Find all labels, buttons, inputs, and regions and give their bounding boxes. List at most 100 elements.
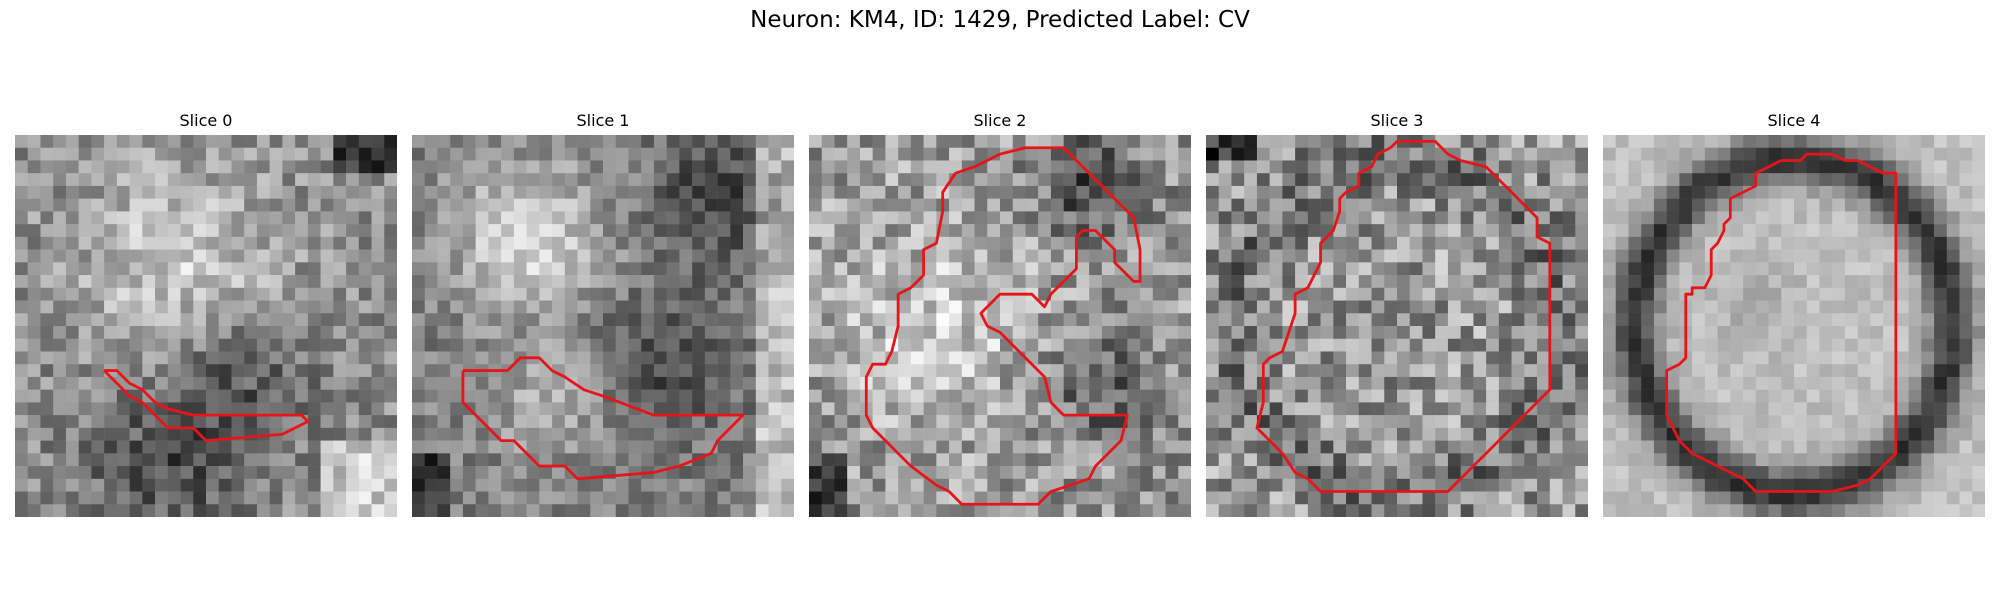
image-pixel	[1857, 185, 1871, 199]
image-pixel	[231, 185, 245, 199]
image-pixel	[244, 147, 258, 161]
image-pixel	[1012, 198, 1026, 212]
image-pixel	[898, 338, 912, 352]
image-pixel	[1409, 351, 1423, 365]
image-pixel	[755, 236, 769, 250]
image-pixel	[743, 351, 757, 365]
image-pixel	[1206, 211, 1219, 225]
image-pixel	[488, 224, 502, 238]
image-pixel	[1384, 338, 1398, 352]
image-pixel	[1307, 402, 1321, 416]
image-pixel	[590, 376, 604, 390]
image-pixel	[653, 185, 667, 199]
image-pixel	[1063, 313, 1077, 327]
image-pixel	[206, 275, 219, 289]
image-pixel	[1972, 313, 1985, 327]
image-pixel	[1320, 135, 1334, 148]
image-pixel	[462, 249, 476, 263]
image-pixel	[1895, 504, 1909, 517]
image-pixel	[704, 275, 718, 289]
image-pixel	[1549, 275, 1563, 289]
image-pixel	[910, 491, 924, 505]
image-pixel	[1704, 287, 1718, 301]
image-pixel	[1101, 338, 1115, 352]
image-pixel	[1447, 351, 1461, 365]
image-pixel	[1883, 249, 1897, 263]
image-pixel	[603, 504, 616, 517]
image-pixel	[1218, 415, 1232, 429]
image-pixel	[1101, 224, 1115, 238]
image-pixel	[1972, 389, 1985, 403]
image-pixel	[1206, 313, 1219, 327]
image-pixel	[180, 491, 194, 505]
image-pixel	[1333, 287, 1347, 301]
image-pixel	[437, 453, 451, 467]
image-pixel	[1615, 402, 1629, 416]
image-pixel	[628, 287, 642, 301]
image-pixel	[1000, 249, 1013, 263]
image-pixel	[1641, 427, 1655, 441]
image-pixel	[666, 364, 680, 378]
image-pixel	[1422, 224, 1436, 238]
image-pixel	[1537, 211, 1551, 225]
image-pixel	[1076, 287, 1090, 301]
image-pixel	[1870, 504, 1884, 517]
image-pixel	[206, 211, 219, 225]
image-pixel	[834, 504, 848, 517]
image-pixel	[1282, 173, 1296, 187]
image-pixel	[437, 338, 451, 352]
image-pixel	[384, 466, 397, 480]
image-pixel	[1422, 453, 1436, 467]
image-pixel	[346, 224, 360, 238]
image-pixel	[743, 491, 757, 505]
image-pixel	[1794, 466, 1807, 480]
image-pixel	[15, 440, 28, 454]
image-pixel	[539, 415, 553, 429]
image-pixel	[1549, 224, 1563, 238]
image-pixel	[1409, 249, 1423, 263]
image-pixel	[1346, 491, 1360, 505]
image-pixel	[1549, 376, 1563, 390]
image-pixel	[1653, 338, 1667, 352]
image-pixel	[1743, 440, 1757, 454]
microscopy-pixels	[1206, 135, 1588, 517]
image-pixel	[307, 198, 321, 212]
image-pixel	[809, 160, 822, 174]
image-pixel	[1743, 376, 1757, 390]
image-pixel	[961, 147, 975, 161]
image-pixel	[320, 427, 334, 441]
image-pixel	[1358, 275, 1372, 289]
image-pixel	[307, 440, 321, 454]
image-pixel	[679, 491, 693, 505]
image-pixel	[1206, 478, 1219, 492]
image-pixel	[1641, 364, 1655, 378]
image-pixel	[167, 147, 181, 161]
image-pixel	[91, 453, 105, 467]
image-pixel	[847, 185, 861, 199]
image-pixel	[1178, 351, 1191, 365]
image-pixel	[269, 415, 283, 429]
image-pixel	[872, 224, 886, 238]
image-pixel	[167, 185, 181, 199]
image-pixel	[539, 211, 553, 225]
image-pixel	[577, 466, 591, 480]
image-pixel	[104, 427, 118, 441]
image-pixel	[371, 173, 385, 187]
image-pixel	[1946, 415, 1960, 429]
image-pixel	[1844, 160, 1858, 174]
image-pixel	[384, 224, 397, 238]
image-pixel	[692, 300, 706, 314]
image-pixel	[1050, 224, 1064, 238]
image-pixel	[1295, 376, 1309, 390]
image-pixel	[628, 415, 642, 429]
image-pixel	[1946, 236, 1960, 250]
image-pixel	[218, 466, 232, 480]
image-pixel	[501, 173, 515, 187]
image-pixel	[936, 427, 950, 441]
image-pixel	[552, 249, 566, 263]
image-pixel	[142, 262, 156, 276]
image-pixel	[1218, 427, 1232, 441]
image-pixel	[1641, 198, 1655, 212]
image-pixel	[167, 287, 181, 301]
image-pixel	[936, 453, 950, 467]
